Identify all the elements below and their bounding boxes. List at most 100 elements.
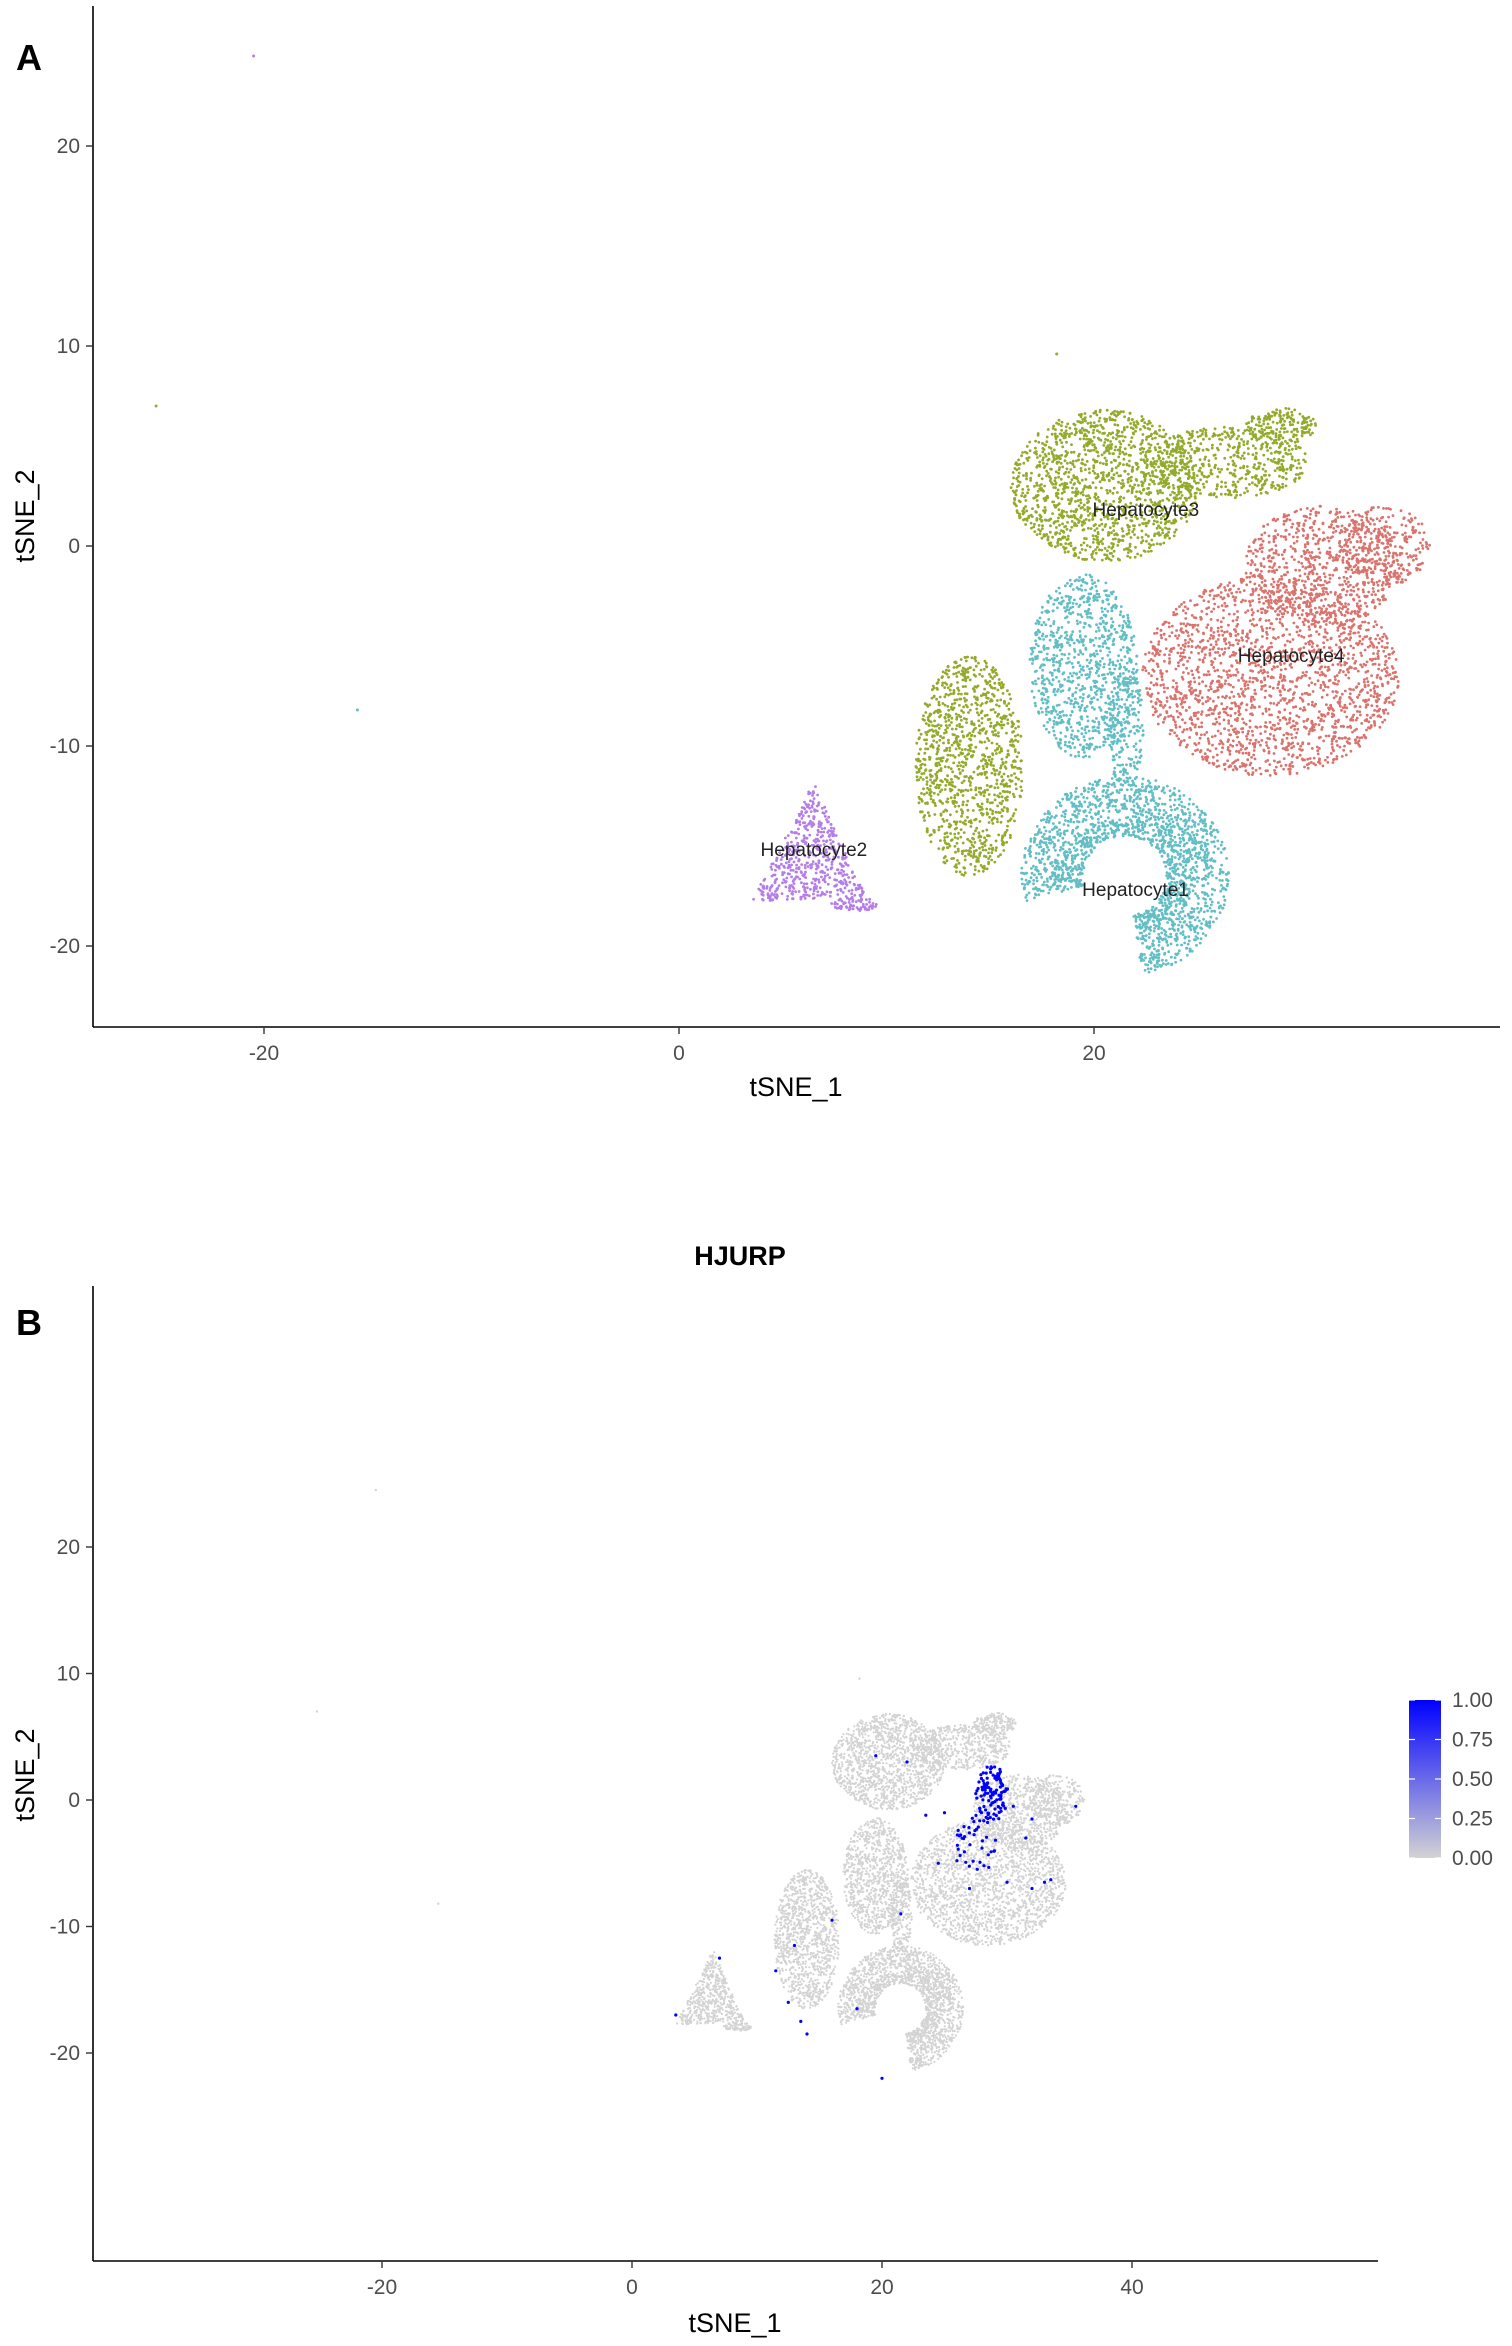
cell-point — [841, 891, 845, 894]
cell-point — [1080, 857, 1084, 861]
cell-point — [1057, 865, 1060, 869]
cell-point — [1223, 847, 1227, 850]
cell-point — [790, 863, 793, 867]
cell-point — [1067, 620, 1070, 624]
cell-point — [1037, 858, 1041, 862]
cell-point — [1055, 631, 1059, 634]
cell-point — [1123, 665, 1126, 669]
cell-point — [1092, 679, 1096, 683]
cell-point — [1078, 452, 1081, 456]
cell-point — [1089, 424, 1093, 427]
cell-point — [1029, 844, 1032, 848]
cell-point — [1103, 478, 1106, 482]
cell-point — [798, 820, 802, 824]
cell-point — [1048, 475, 1051, 478]
cell-point — [1065, 714, 1068, 717]
cell-point — [1049, 633, 1053, 637]
cell-point — [816, 890, 820, 894]
cell-point — [1086, 509, 1090, 513]
cell-point — [1239, 457, 1243, 460]
cell-point — [1095, 717, 1098, 720]
cell-point — [1197, 481, 1200, 485]
cell-point — [1151, 471, 1154, 475]
cell-point — [1182, 854, 1185, 858]
cell-point — [1144, 956, 1147, 960]
cell-point — [1135, 420, 1139, 423]
cell-point — [1184, 812, 1187, 816]
cell-point — [786, 894, 790, 898]
cell-point — [789, 868, 793, 872]
cell-point — [1116, 431, 1120, 434]
cell-point — [1085, 544, 1089, 547]
cell-point — [1041, 447, 1045, 450]
cell-point — [1071, 729, 1074, 733]
cell-point — [1198, 919, 1201, 923]
cell-point — [1125, 667, 1128, 671]
cell-point — [1215, 917, 1218, 920]
cell-point — [1128, 484, 1132, 488]
cell-point — [1125, 776, 1129, 780]
cell-point — [1071, 459, 1075, 463]
cell-point — [1085, 444, 1089, 448]
cell-point — [1132, 764, 1136, 768]
cell-point — [1143, 804, 1146, 808]
cell-point — [1145, 539, 1148, 543]
cell-point — [1034, 679, 1037, 683]
cell-point — [1207, 851, 1210, 855]
cell-point — [1133, 732, 1137, 735]
cell-point — [828, 876, 832, 879]
cell-point — [1092, 794, 1095, 798]
cell-point — [800, 863, 804, 866]
cell-point — [1022, 506, 1026, 510]
cell-point — [1079, 613, 1082, 616]
cell-point — [1087, 467, 1091, 471]
cell-point — [1078, 809, 1082, 812]
cell-point — [1151, 437, 1154, 441]
cell-point — [1086, 615, 1089, 619]
cell-point — [1067, 696, 1071, 700]
cell-point — [1198, 941, 1202, 945]
cell-point — [1102, 716, 1106, 720]
cell-point — [1094, 636, 1098, 640]
cell-point — [1199, 907, 1203, 910]
cell-point — [1161, 904, 1165, 907]
cell-point — [823, 893, 827, 896]
cell-point — [1051, 874, 1054, 878]
cell-point — [1166, 844, 1170, 848]
cell-point — [1077, 676, 1081, 679]
cell-point — [1125, 661, 1129, 665]
cell-point — [1152, 815, 1156, 819]
cell-point — [1156, 965, 1159, 969]
cell-point — [1089, 836, 1093, 839]
cell-point — [1126, 616, 1130, 620]
cell-point — [1121, 645, 1125, 649]
cell-point — [1173, 899, 1176, 903]
cell-point — [1180, 494, 1184, 497]
cell-point — [1079, 491, 1083, 495]
cell-point — [1056, 741, 1060, 745]
cell-point — [1066, 550, 1070, 554]
cell-point — [1059, 538, 1063, 541]
cell-point — [1093, 729, 1097, 732]
cell-point — [1032, 682, 1035, 685]
cell-point — [1105, 408, 1109, 412]
cell-point — [1113, 716, 1117, 720]
cell-point — [1188, 837, 1191, 840]
cell-point — [1174, 872, 1178, 876]
cell-point — [822, 878, 826, 882]
cell-point — [1011, 471, 1015, 474]
cell-point — [1164, 912, 1167, 916]
cell-point — [1220, 884, 1223, 887]
cell-point — [1180, 827, 1184, 831]
cell-point — [762, 879, 766, 882]
cell-point — [803, 825, 806, 828]
cell-point — [1096, 429, 1099, 433]
cell-point — [1141, 433, 1145, 436]
cell-point — [1112, 782, 1116, 786]
cell-point — [1020, 494, 1023, 498]
cell-point — [1024, 861, 1028, 864]
cell-point — [1058, 834, 1062, 838]
cell-point — [1046, 646, 1050, 650]
cell-point — [1068, 879, 1071, 883]
cell-point — [1144, 909, 1148, 913]
